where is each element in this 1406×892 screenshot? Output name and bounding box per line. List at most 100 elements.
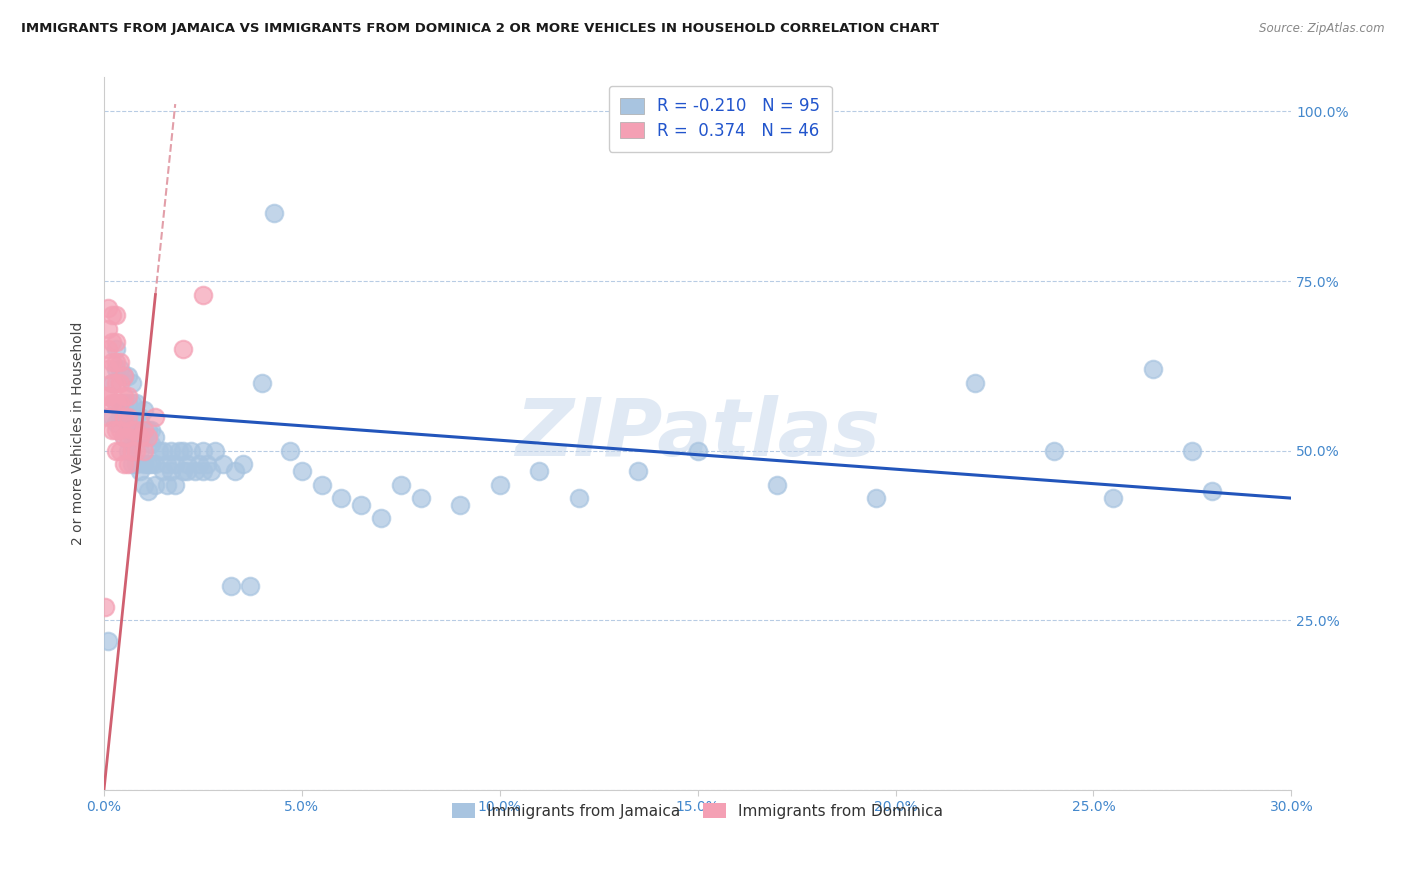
Point xyxy=(128,443,150,458)
Point xyxy=(128,430,150,444)
Point xyxy=(176,464,198,478)
Point xyxy=(865,491,887,505)
Point xyxy=(200,464,222,478)
Point xyxy=(165,457,187,471)
Point xyxy=(1142,362,1164,376)
Point xyxy=(278,443,301,458)
Point xyxy=(141,457,163,471)
Point xyxy=(104,342,127,356)
Point xyxy=(108,362,131,376)
Point xyxy=(124,457,146,471)
Point xyxy=(112,430,135,444)
Point xyxy=(112,369,135,384)
Text: IMMIGRANTS FROM JAMAICA VS IMMIGRANTS FROM DOMINICA 2 OR MORE VEHICLES IN HOUSEH: IMMIGRANTS FROM JAMAICA VS IMMIGRANTS FR… xyxy=(21,22,939,36)
Point xyxy=(101,376,124,390)
Point xyxy=(1043,443,1066,458)
Point xyxy=(627,464,650,478)
Point xyxy=(449,498,471,512)
Point xyxy=(128,409,150,424)
Point xyxy=(1201,484,1223,499)
Point xyxy=(686,443,709,458)
Point xyxy=(108,443,131,458)
Point xyxy=(124,423,146,437)
Point xyxy=(188,457,211,471)
Point xyxy=(252,376,274,390)
Point xyxy=(766,477,789,491)
Point xyxy=(141,423,163,437)
Point xyxy=(121,417,143,431)
Point xyxy=(121,376,143,390)
Point xyxy=(409,491,432,505)
Point xyxy=(101,308,124,322)
Point xyxy=(121,437,143,451)
Text: ZIPatlas: ZIPatlas xyxy=(515,394,880,473)
Point xyxy=(117,423,139,437)
Point xyxy=(101,376,124,390)
Point xyxy=(112,396,135,410)
Point xyxy=(145,409,167,424)
Point xyxy=(176,457,198,471)
Point xyxy=(97,362,120,376)
Point xyxy=(568,491,591,505)
Legend: Immigrants from Jamaica, Immigrants from Dominica: Immigrants from Jamaica, Immigrants from… xyxy=(446,797,949,825)
Point xyxy=(121,443,143,458)
Point xyxy=(145,477,167,491)
Point xyxy=(108,423,131,437)
Point xyxy=(156,477,179,491)
Point xyxy=(112,409,135,424)
Point xyxy=(160,443,183,458)
Point xyxy=(117,457,139,471)
Point xyxy=(128,423,150,437)
Point xyxy=(488,477,510,491)
Point xyxy=(291,464,314,478)
Point xyxy=(239,579,262,593)
Point xyxy=(370,511,392,525)
Point xyxy=(132,443,155,458)
Point xyxy=(167,443,190,458)
Text: Source: ZipAtlas.com: Source: ZipAtlas.com xyxy=(1260,22,1385,36)
Point xyxy=(350,498,373,512)
Point xyxy=(156,457,179,471)
Point xyxy=(132,477,155,491)
Point xyxy=(97,342,120,356)
Y-axis label: 2 or more Vehicles in Household: 2 or more Vehicles in Household xyxy=(72,322,86,545)
Point xyxy=(121,396,143,410)
Point xyxy=(145,457,167,471)
Point xyxy=(132,403,155,417)
Point xyxy=(97,633,120,648)
Point xyxy=(112,430,135,444)
Point xyxy=(104,417,127,431)
Point xyxy=(231,457,253,471)
Point xyxy=(141,437,163,451)
Point xyxy=(101,423,124,437)
Point xyxy=(104,355,127,369)
Point xyxy=(180,443,202,458)
Point xyxy=(117,396,139,410)
Point xyxy=(94,389,117,403)
Point xyxy=(1181,443,1204,458)
Point xyxy=(97,301,120,315)
Point xyxy=(191,464,214,478)
Point xyxy=(389,477,412,491)
Point xyxy=(97,409,120,424)
Point xyxy=(172,342,194,356)
Point xyxy=(204,443,226,458)
Point xyxy=(104,308,127,322)
Point xyxy=(97,389,120,403)
Point xyxy=(104,396,127,410)
Point xyxy=(195,457,218,471)
Point xyxy=(963,376,986,390)
Point xyxy=(152,464,174,478)
Point xyxy=(132,423,155,437)
Point xyxy=(117,409,139,424)
Point xyxy=(117,443,139,458)
Point xyxy=(104,362,127,376)
Point xyxy=(117,430,139,444)
Point xyxy=(191,443,214,458)
Point xyxy=(172,464,194,478)
Point xyxy=(136,430,159,444)
Point xyxy=(112,409,135,424)
Point xyxy=(165,477,187,491)
Point xyxy=(108,396,131,410)
Point xyxy=(104,443,127,458)
